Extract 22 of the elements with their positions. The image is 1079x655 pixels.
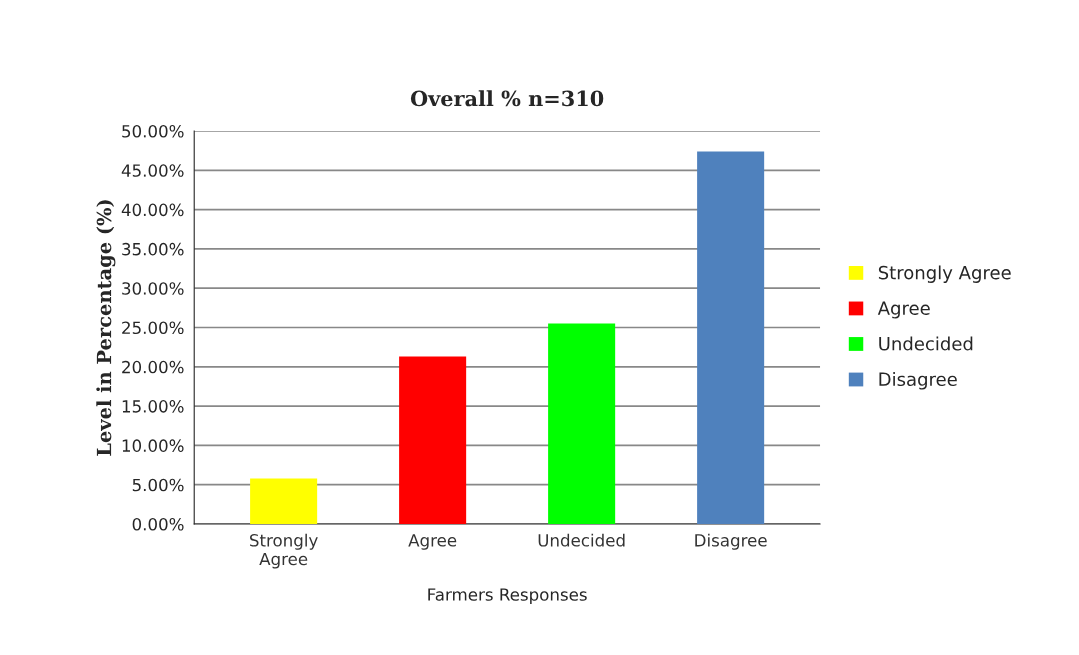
y-tick-label: 0.00%: [132, 517, 184, 531]
y-tick-label: 40.00%: [121, 203, 184, 217]
x-tick-label: Strongly Agree: [250, 533, 318, 569]
y-tick-label: 50.00%: [122, 124, 184, 138]
legend-label: Agree: [877, 301, 930, 319]
x-tick-label: Undecided: [538, 533, 625, 547]
y-tick-label: 10.00%: [122, 439, 184, 452]
y-tick-label: 35.00%: [122, 242, 184, 256]
legend-label: Disagree: [879, 372, 957, 390]
y-tick-label: 15.00%: [122, 400, 184, 413]
y-tick-label: 45.00%: [121, 164, 184, 177]
y-axis-title: Level in Percentage (%): [96, 200, 116, 456]
legend-label: Undecided: [879, 336, 973, 351]
legend-label: Strongly Agree: [878, 265, 1011, 283]
y-tick-label: 5.00%: [132, 478, 184, 492]
chart-title: Overall % n=310: [410, 90, 604, 107]
x-axis-title: Farmers Responses: [428, 588, 587, 605]
y-tick-label: 20.00%: [122, 360, 184, 374]
y-tick-label: 30.00%: [122, 282, 184, 295]
x-tick-label: Agree: [408, 534, 457, 550]
x-tick-label: Disagree: [695, 533, 767, 550]
y-tick-label: 25.00%: [122, 321, 184, 335]
